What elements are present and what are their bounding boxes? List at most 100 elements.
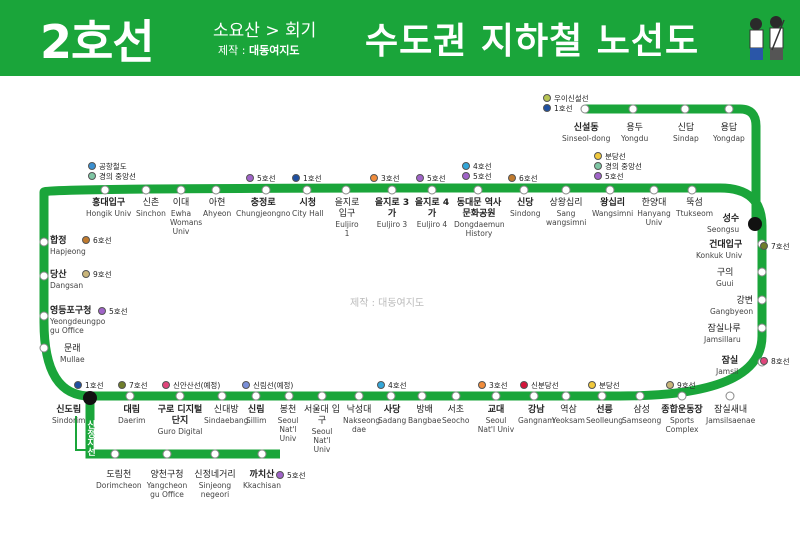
station-marker-nakseongdae[interactable]	[354, 391, 364, 401]
station-marker-hongik[interactable]	[100, 185, 110, 195]
station-euljiro1[interactable]: 을지로 입구 Euljiro 1	[334, 198, 360, 238]
station-marker-jamsilsaenae[interactable]	[725, 391, 735, 401]
station-dorimcheon[interactable]: 도림천 Dorimcheon	[96, 470, 142, 490]
station-samseong[interactable]: 삼성 Samseong	[622, 405, 662, 425]
station-daerim[interactable]: 대림 Daerim	[118, 405, 146, 425]
station-euljiro3[interactable]: 을지로 3가 Euljiro 3	[374, 198, 410, 229]
station-marker-seolleung[interactable]	[597, 391, 607, 401]
station-hanyang[interactable]: 한양대 Hanyang Univ	[637, 198, 671, 227]
station-sillim[interactable]: 신림 Sillim	[246, 405, 267, 425]
station-marker-euljiro1[interactable]	[341, 185, 351, 195]
station-sangwangsimni[interactable]: 상왕십리 Sang wangsimni	[546, 198, 587, 227]
station-nakseongdae[interactable]: 낙성대 Nakseong dae	[343, 405, 381, 434]
station-bongcheon[interactable]: 봉천 Seoul Nat'l Univ	[277, 405, 299, 443]
station-marker-guui[interactable]	[757, 267, 767, 277]
station-marker-sangwangsimni[interactable]	[561, 185, 571, 195]
station-marker-mullae[interactable]	[39, 343, 49, 353]
station-marker-sportscomplex[interactable]	[677, 391, 687, 401]
station-wangsimni[interactable]: 왕십리 Wangsimni	[592, 198, 634, 218]
station-marker-snue[interactable]	[317, 391, 327, 401]
station-ddp[interactable]: 동대문 역사 문화공원 Dongdaemun History	[454, 198, 505, 238]
station-sinchon[interactable]: 신촌 Sinchon	[136, 198, 166, 218]
station-sindap[interactable]: 신답 Sindap	[673, 123, 699, 143]
station-ttukseom[interactable]: 뚝섬 Ttukseom	[676, 198, 714, 218]
station-marker-ewha[interactable]	[176, 185, 186, 195]
station-sportscomplex[interactable]: 종합운동장 Sports Complex	[661, 405, 703, 434]
station-euljiro4[interactable]: 을지로 4가 Euljiro 4	[414, 198, 450, 229]
station-ydp[interactable]: 영등포구청 Yeongdeungpo gu Office	[50, 306, 106, 335]
station-sindorim[interactable]: 신도림 Sindorim	[52, 405, 86, 425]
station-ahyeon[interactable]: 아현 Ahyeon	[203, 198, 232, 218]
station-yeoksam[interactable]: 역삼 Yeoksam	[552, 405, 585, 425]
station-marker-dorimcheon[interactable]	[110, 449, 120, 459]
station-marker-sillim[interactable]	[251, 391, 261, 401]
station-konkuk[interactable]: 건대입구 Konkuk Univ	[696, 240, 743, 260]
station-marker-euljiro4[interactable]	[427, 185, 437, 195]
station-sinseoldong[interactable]: 신설동 Sinseol-dong	[562, 123, 611, 143]
station-marker-dangsan[interactable]	[39, 271, 49, 281]
station-marker-gangbyeon[interactable]	[757, 295, 767, 305]
station-seolleung[interactable]: 선릉 Seolleung	[586, 405, 624, 425]
station-gangnam[interactable]: 강남 Gangnam	[518, 405, 555, 425]
station-marker-hapjeong[interactable]	[39, 237, 49, 247]
station-marker-ddp[interactable]	[473, 185, 483, 195]
station-marker-sadang[interactable]	[386, 391, 396, 401]
station-marker-chungjeongno[interactable]	[261, 185, 271, 195]
station-guro[interactable]: 구로 디지털단지 Guro Digital	[157, 405, 203, 436]
station-snue[interactable]: 서울대 입구 Seoul Nat'l Univ	[304, 405, 340, 454]
station-jamsilnaru[interactable]: 잠실나루 Jamsillaru	[704, 324, 741, 344]
station-marker-seocho[interactable]	[451, 391, 461, 401]
station-hapjeong[interactable]: 합정 Hapjeong	[50, 236, 86, 256]
station-marker-guro[interactable]	[175, 391, 185, 401]
station-marker-kkachisan[interactable]	[257, 449, 267, 459]
station-marker-sinchon[interactable]	[141, 185, 151, 195]
station-mullae[interactable]: 문래 Mullae	[60, 344, 85, 364]
station-marker-bongcheon[interactable]	[284, 391, 294, 401]
station-yongdu[interactable]: 용두 Yongdu	[621, 123, 649, 143]
station-jamsil[interactable]: 잠실 Jamsil	[716, 356, 739, 376]
station-marker-sinseoldong[interactable]	[580, 104, 590, 114]
station-hongik[interactable]: 홍대입구 Hongik Univ	[86, 198, 132, 218]
station-marker-sindap[interactable]	[680, 104, 690, 114]
station-marker-daerim[interactable]	[125, 391, 135, 401]
station-yangcheon[interactable]: 양천구청 Yangcheon gu Office	[146, 470, 188, 499]
station-marker-gangnam[interactable]	[529, 391, 539, 401]
station-seocho[interactable]: 서초 Seocho	[442, 405, 470, 425]
station-guui[interactable]: 구의 Guui	[716, 268, 734, 288]
station-marker-yangcheon[interactable]	[162, 449, 172, 459]
station-marker-ahyeon[interactable]	[211, 185, 221, 195]
station-marker-samseong[interactable]	[635, 391, 645, 401]
station-marker-sinjeongnegeori[interactable]	[210, 449, 220, 459]
station-kkachisan[interactable]: 까치산 Kkachisan	[243, 470, 281, 490]
station-cityhall[interactable]: 시청 City Hall	[292, 198, 324, 218]
station-marker-kyodae[interactable]	[491, 391, 501, 401]
station-marker-hanyang[interactable]	[649, 185, 659, 195]
station-marker-yongdu[interactable]	[628, 104, 638, 114]
station-marker-ttukseom[interactable]	[687, 185, 697, 195]
station-seongsu[interactable]: 성수 Seongsu	[707, 214, 740, 234]
station-marker-euljiro3[interactable]	[387, 185, 397, 195]
station-marker-ydp[interactable]	[39, 311, 49, 321]
station-jamsilsaenae[interactable]: 잠실새내 Jamsilsaenae	[706, 405, 756, 425]
station-chungjeongno[interactable]: 충정로 Chungjeongno	[236, 198, 291, 218]
station-ewha[interactable]: 이대 Ewha Womans Univ	[170, 198, 203, 236]
station-bangbae[interactable]: 방배 Bangbae	[408, 405, 442, 425]
station-sinjeongnegeori[interactable]: 신정네거리 Sinjeong negeori	[194, 470, 236, 499]
station-dangsan[interactable]: 당산 Dangsan	[50, 270, 84, 290]
station-sadang[interactable]: 사당 Sadang	[378, 405, 407, 425]
station-marker-wangsimni[interactable]	[605, 185, 615, 195]
station-marker-bangbae[interactable]	[417, 391, 427, 401]
terminal-marker-seongsu[interactable]	[748, 217, 762, 231]
station-kyodae[interactable]: 교대 Seoul Nat'l Univ	[477, 405, 515, 434]
station-marker-sindaebang[interactable]	[217, 391, 227, 401]
station-sindang[interactable]: 신당 Sindong	[510, 198, 541, 218]
station-gangbyeon[interactable]: 강변 Gangbyeon	[710, 296, 754, 316]
station-marker-cityhall[interactable]	[302, 185, 312, 195]
station-marker-yongdap[interactable]	[724, 104, 734, 114]
station-marker-sindang[interactable]	[519, 185, 529, 195]
station-marker-jamsilnaru[interactable]	[757, 323, 767, 333]
station-yongdap[interactable]: 용답 Yongdap	[713, 123, 745, 143]
station-marker-yeoksam[interactable]	[561, 391, 571, 401]
terminal-marker-sindorim[interactable]	[83, 391, 97, 405]
station-sindaebang[interactable]: 신대방 Sindaebang	[204, 405, 249, 425]
